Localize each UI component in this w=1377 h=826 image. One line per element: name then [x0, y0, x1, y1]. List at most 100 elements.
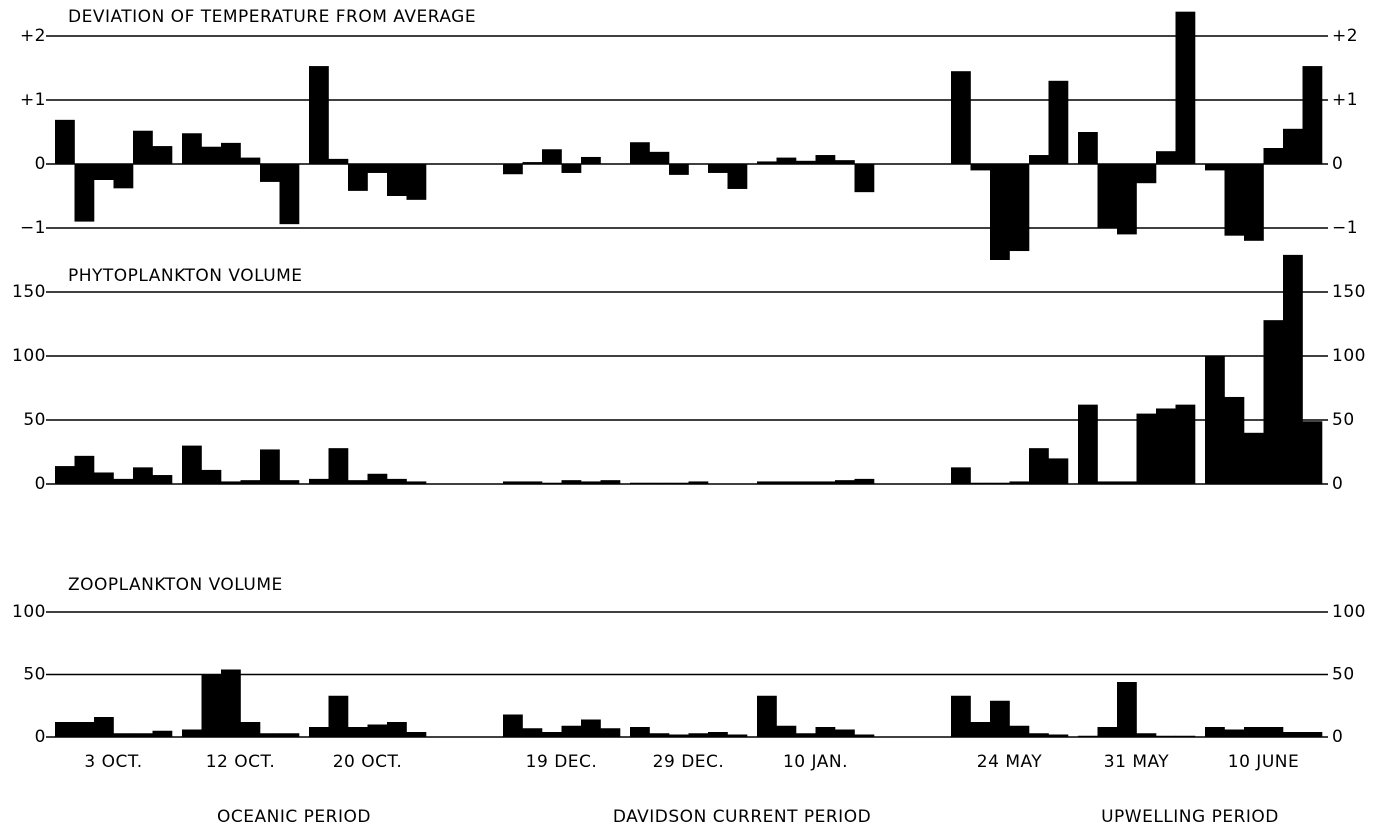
bar: [630, 727, 650, 737]
bar: [542, 732, 562, 737]
bar: [649, 733, 670, 737]
bar: [561, 480, 582, 484]
bar: [688, 481, 709, 484]
bar: [240, 157, 261, 164]
bar: [796, 733, 816, 737]
bar: [309, 478, 329, 484]
bar: [201, 146, 222, 164]
bar: [260, 164, 280, 182]
bar: [796, 481, 816, 484]
y-tick-label-right: +1: [1332, 90, 1358, 110]
bar: [328, 158, 349, 164]
bar: [133, 130, 153, 164]
bar: [561, 164, 582, 173]
bar: [776, 725, 797, 737]
bar: [74, 455, 95, 484]
y-tick-label-right: 0: [1332, 727, 1343, 747]
bar: [240, 722, 261, 737]
x-group-label: 29 DEC.: [653, 752, 725, 772]
bar: [1009, 725, 1030, 737]
bar: [1097, 727, 1118, 737]
bar: [951, 467, 971, 484]
y-tick-label: 0: [35, 154, 46, 174]
bar: [1224, 164, 1245, 236]
bar: [1224, 396, 1245, 484]
bar: [1156, 151, 1176, 164]
bar: [74, 164, 95, 222]
bar: [649, 151, 670, 164]
bar: [279, 480, 300, 484]
bar: [55, 722, 75, 737]
bar: [776, 157, 797, 164]
y-tick-label-right: 50: [1332, 665, 1355, 685]
bar: [1117, 682, 1137, 737]
bar: [581, 719, 601, 737]
bar: [990, 482, 1010, 484]
bar: [182, 133, 202, 164]
y-tick-label: +2: [20, 26, 46, 46]
y-tick-label: 0: [35, 474, 46, 494]
bar: [1048, 734, 1069, 737]
bar: [1175, 404, 1196, 484]
y-tick-label-right: +2: [1332, 26, 1358, 46]
bar: [1283, 128, 1303, 164]
bar: [406, 732, 427, 737]
bar: [1263, 320, 1284, 484]
bar: [1175, 11, 1196, 165]
bar: [201, 674, 222, 737]
bar: [815, 155, 836, 164]
bar: [1283, 732, 1303, 737]
bar: [113, 164, 134, 189]
bar: [1175, 735, 1196, 737]
bar: [796, 160, 816, 164]
bar: [1136, 164, 1157, 184]
bar: [854, 734, 875, 737]
bar: [835, 160, 855, 164]
bar: [55, 119, 75, 164]
bar: [708, 732, 728, 737]
bar: [757, 695, 777, 737]
bar: [757, 481, 777, 484]
bar: [328, 695, 349, 737]
bar: [1078, 132, 1098, 164]
bar: [669, 734, 689, 737]
bar: [970, 722, 991, 737]
bar: [600, 728, 621, 737]
bar: [951, 71, 971, 164]
y-tick-label: 100: [12, 346, 46, 366]
bar: [1136, 413, 1157, 484]
bar: [1117, 164, 1137, 235]
bar: [387, 478, 407, 484]
bar: [1078, 735, 1098, 737]
bar: [542, 149, 562, 164]
y-tick-label: 100: [12, 602, 46, 622]
bar: [221, 142, 241, 164]
bar: [503, 164, 523, 175]
bar: [630, 482, 650, 484]
bar: [279, 733, 300, 737]
bar: [1205, 356, 1225, 484]
y-tick-label-right: 0: [1332, 474, 1343, 494]
panel-title: ZOOPLANKTON VOLUME: [68, 575, 283, 595]
bar: [522, 481, 543, 484]
bar: [240, 480, 261, 484]
bar: [1029, 733, 1049, 737]
panel-title: PHYTOPLANKTON VOLUME: [68, 266, 303, 286]
bar: [1156, 735, 1176, 737]
bar: [1302, 66, 1323, 164]
y-tick-label-right: 150: [1332, 282, 1366, 302]
bar: [542, 482, 562, 484]
bar: [1029, 448, 1049, 484]
bar: [152, 730, 173, 737]
x-group-label: 20 OCT.: [333, 752, 403, 772]
bar: [1156, 408, 1176, 484]
bar: [1009, 481, 1030, 484]
bar: [113, 733, 134, 737]
bar: [600, 480, 621, 484]
bar: [309, 66, 329, 164]
bar: [367, 724, 388, 737]
bar: [406, 164, 427, 200]
bar: [1048, 458, 1069, 484]
bar: [1302, 421, 1323, 484]
